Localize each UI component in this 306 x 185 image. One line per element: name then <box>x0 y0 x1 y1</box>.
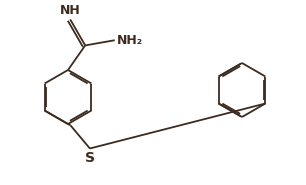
Text: S: S <box>85 152 95 165</box>
Text: NH₂: NH₂ <box>117 34 143 47</box>
Text: NH: NH <box>60 4 80 17</box>
